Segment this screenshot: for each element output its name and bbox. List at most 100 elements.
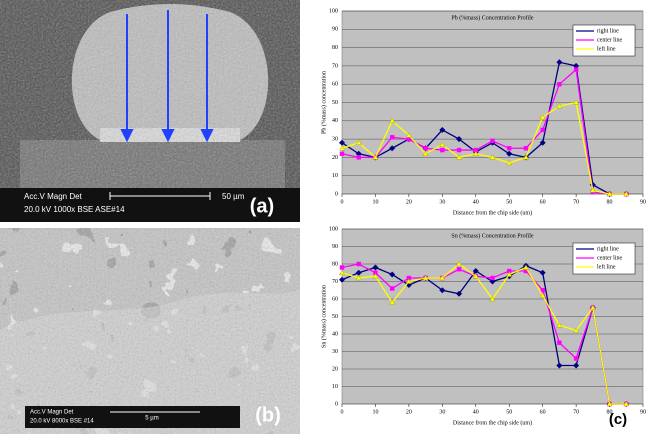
series-line: [341, 265, 627, 405]
x-tick-label: 70: [573, 409, 579, 415]
x-tick-label: 20: [406, 409, 412, 415]
x-tick-label: 10: [372, 199, 378, 205]
marker: [439, 141, 446, 147]
sem-image-b: Acc.V Magn Det 20.0 kV 8000x BSE #14 5 µ…: [0, 228, 300, 434]
marker: [523, 154, 529, 160]
marker: [456, 260, 462, 267]
y-tick-label: 70: [332, 279, 338, 285]
y-tick-label: 40: [332, 118, 338, 124]
y-tick-label: 90: [332, 27, 338, 33]
y-tick-label: 50: [332, 100, 338, 106]
series-line: [341, 263, 627, 405]
marker: [355, 274, 362, 281]
marker: [472, 150, 479, 156]
chart-title: Pb (%mass) Concentration Profile: [451, 14, 533, 21]
y-tick-label: 100: [329, 8, 338, 14]
marker: [439, 287, 446, 294]
y-axis-label: Pb (%mass) concentration: [320, 71, 327, 134]
y-tick-label: 100: [329, 226, 338, 232]
marker: [606, 400, 613, 407]
marker: [539, 269, 546, 276]
marker: [557, 340, 562, 345]
marker: [472, 273, 479, 279]
x-tick-label: 0: [341, 199, 344, 205]
y-tick-label: 40: [332, 331, 338, 337]
marker: [539, 114, 546, 120]
panel-label: (c): [609, 411, 627, 428]
marker: [389, 145, 396, 152]
marker: [507, 146, 512, 151]
marker: [589, 187, 596, 193]
scale-label: 50 µm: [222, 192, 245, 201]
x-tick-label: 0: [341, 409, 344, 415]
marker: [372, 264, 379, 271]
marker: [523, 264, 529, 270]
x-tick-label: 80: [607, 199, 613, 205]
series-line: [341, 68, 627, 195]
marker: [455, 136, 463, 143]
marker: [456, 267, 462, 272]
marker: [489, 154, 496, 160]
y-tick-label: 80: [332, 45, 338, 51]
marker: [389, 117, 396, 123]
caption: Acc.V Magn Det: [24, 192, 83, 201]
x-tick-label: 70: [573, 199, 579, 205]
marker: [339, 145, 345, 151]
y-tick-label: 80: [332, 261, 338, 267]
marker: [623, 190, 630, 197]
series-line: [341, 263, 627, 405]
x-tick-label: 10: [372, 409, 378, 415]
x-axis-label: Distance from the chip side (um): [453, 209, 532, 216]
marker: [623, 400, 630, 407]
marker: [540, 288, 545, 293]
marker: [573, 362, 580, 369]
caption: Acc.V Magn Det: [30, 410, 74, 416]
marker: [489, 295, 496, 302]
marker: [523, 146, 529, 151]
legend-label: left line: [597, 263, 616, 270]
x-tick-label: 90: [640, 199, 646, 205]
y-tick-label: 70: [332, 63, 338, 69]
x-axis-label: Distance from the chip side (um): [453, 419, 532, 426]
marker: [456, 154, 462, 160]
marker: [540, 127, 545, 133]
x-tick-label: 50: [506, 409, 512, 415]
panel-label: (b): [255, 404, 281, 426]
marker: [339, 269, 345, 275]
x-tick-label: 50: [506, 199, 512, 205]
caption: 20.0 kV 8000x BSE #14: [30, 419, 94, 425]
legend-label: center line: [597, 37, 622, 43]
marker: [589, 304, 596, 310]
x-tick-label: 80: [607, 409, 613, 415]
marker: [389, 286, 395, 291]
x-tick-label: 60: [540, 199, 546, 205]
marker: [573, 356, 579, 361]
y-tick-label: 20: [332, 155, 338, 161]
marker: [422, 274, 429, 281]
marker: [606, 190, 613, 197]
marker: [490, 138, 495, 144]
y-tick-label: 10: [332, 384, 338, 390]
sem-image-a: Acc.V Magn Det 20.0 kV 1000x BSE ASE#14 …: [0, 0, 300, 222]
y-tick-label: 0: [335, 401, 338, 407]
marker: [405, 132, 412, 138]
marker: [573, 99, 580, 105]
marker: [573, 327, 580, 333]
marker: [573, 67, 579, 72]
x-tick-label: 20: [406, 199, 412, 205]
marker: [339, 265, 345, 270]
marker: [557, 81, 562, 87]
series-line: [341, 101, 627, 195]
marker: [490, 275, 495, 281]
x-tick-label: 30: [439, 409, 445, 415]
marker: [339, 151, 345, 156]
marker: [456, 147, 462, 153]
marker: [439, 274, 446, 281]
marker: [389, 299, 396, 305]
y-axis-label: Sn (%mass) concentration: [320, 285, 327, 348]
marker: [422, 150, 429, 156]
x-tick-label: 40: [473, 199, 479, 205]
marker: [539, 292, 546, 298]
marker: [355, 139, 362, 145]
